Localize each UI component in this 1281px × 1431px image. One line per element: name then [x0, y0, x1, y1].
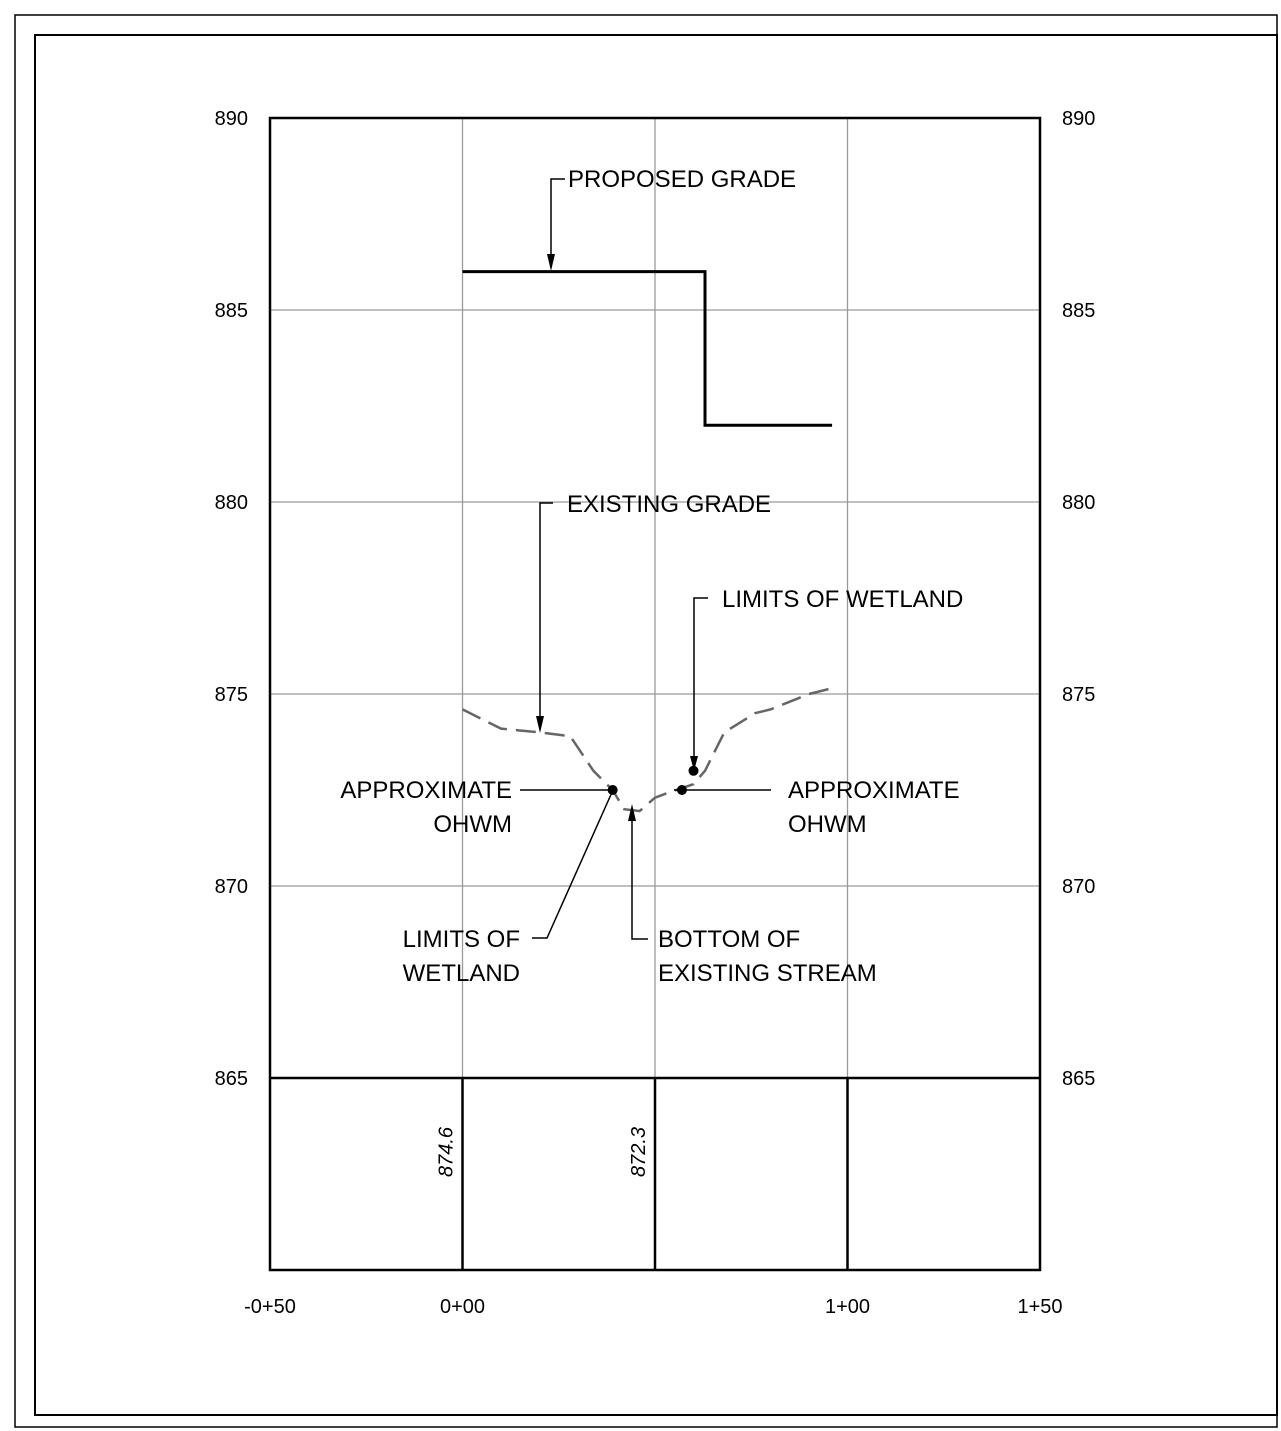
limits-of-wetland-right-leader — [693, 597, 708, 763]
y-tick-label-left: 870 — [215, 876, 248, 898]
limits-of-wetland-right-label: LIMITS OF WETLAND — [722, 586, 963, 613]
ohwm-left-label-line2: OHWM — [433, 811, 512, 838]
y-tick-label-right: 865 — [1062, 1068, 1095, 1090]
limits-of-wetland-left-leader — [532, 789, 614, 939]
proposed-grade-arrowhead — [547, 254, 555, 271]
x-tick-label: -0+50 — [244, 1296, 296, 1318]
station-elevation-label: 872.3 — [628, 1127, 650, 1177]
proposed-grade-leader — [550, 178, 565, 262]
proposed-grade-label: PROPOSED GRADE — [568, 166, 796, 193]
y-tick-label-right: 890 — [1062, 108, 1095, 130]
outer-border — [14, 14, 1278, 1428]
limits-of-wetland-right-point — [688, 765, 699, 776]
bottom-stream-label-line2: EXISTING STREAM — [658, 960, 877, 987]
y-tick-label-left: 880 — [215, 492, 248, 514]
bottom-stream-label-line1: BOTTOM OF — [658, 926, 800, 953]
elevation-band: 874.6 872.3 — [270, 1076, 1040, 1270]
existing-grade-leader — [539, 502, 553, 724]
inner-border — [34, 34, 1278, 1416]
y-tick-label-right: 875 — [1062, 684, 1095, 706]
existing-grade-line — [461, 686, 833, 813]
limits-of-wetland-left-label-line1: LIMITS OF — [403, 926, 520, 953]
bottom-stream-arrowhead — [628, 804, 636, 821]
x-tick-label: 1+00 — [825, 1296, 870, 1318]
plot-frame — [268, 116, 1042, 1272]
existing-grade-label: EXISTING GRADE — [567, 491, 771, 518]
limits-of-wetland-left-label-line2: WETLAND — [403, 960, 520, 987]
y-tick-label-left: 865 — [215, 1068, 248, 1090]
y-tick-label-right: 880 — [1062, 492, 1095, 514]
grid-lines — [270, 118, 1040, 1078]
leaders — [520, 178, 771, 940]
ohwm-right-label-line1: APPROXIMATE — [788, 777, 960, 804]
y-tick-label-left: 885 — [215, 300, 248, 322]
ohwm-right-label-line2: OHWM — [788, 811, 867, 838]
proposed-grade-line — [462, 270, 833, 427]
ohwm-left-label-line1: APPROXIMATE — [340, 777, 512, 804]
y-tick-label-right: 885 — [1062, 300, 1095, 322]
tick-labels: 890 890 885 885 880 880 875 875 870 870 865 865 -0+5… — [215, 108, 1096, 1318]
x-tick-label: 1+50 — [1017, 1296, 1062, 1318]
x-tick-label: 0+00 — [440, 1296, 485, 1318]
y-tick-label-right: 870 — [1062, 876, 1095, 898]
station-elevation-label: 874.6 — [436, 1126, 458, 1177]
y-tick-label-left: 875 — [215, 684, 248, 706]
bottom-stream-leader — [631, 814, 648, 940]
limits-of-wetland-right-arrowhead — [690, 756, 698, 771]
y-tick-label-left: 890 — [215, 108, 248, 130]
existing-grade-arrowhead — [536, 716, 544, 733]
